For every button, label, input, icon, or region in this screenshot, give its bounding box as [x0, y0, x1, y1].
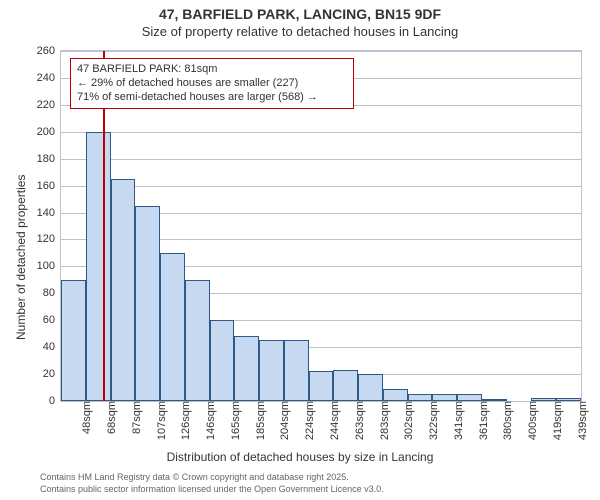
histogram-bar [210, 320, 235, 401]
x-tick-label: 380sqm [498, 401, 514, 440]
x-tick-label: 48sqm [77, 401, 93, 434]
histogram-bar [457, 394, 482, 401]
x-tick-label: 146sqm [201, 401, 217, 440]
y-tick-label: 180 [37, 153, 61, 165]
histogram-bar [160, 253, 185, 401]
histogram-bar [135, 206, 160, 401]
x-tick-label: 283sqm [375, 401, 391, 440]
grid-line [61, 159, 581, 160]
y-tick-label: 0 [49, 395, 61, 407]
annotation-box: 47 BARFIELD PARK: 81sqm← 29% of detached… [70, 58, 354, 109]
x-tick-label: 244sqm [325, 401, 341, 440]
x-tick-label: 361sqm [474, 401, 490, 440]
x-tick-label: 419sqm [548, 401, 564, 440]
histogram-bar [234, 336, 259, 401]
annotation-line: 47 BARFIELD PARK: 81sqm [77, 63, 347, 77]
y-tick-label: 260 [37, 45, 61, 57]
x-tick-label: 165sqm [226, 401, 242, 440]
y-tick-label: 160 [37, 180, 61, 192]
y-tick-label: 60 [43, 314, 61, 326]
x-tick-label: 126sqm [176, 401, 192, 440]
x-tick-label: 204sqm [275, 401, 291, 440]
chart-container: 47, BARFIELD PARK, LANCING, BN15 9DF Siz… [0, 0, 600, 500]
histogram-bar [185, 280, 210, 401]
x-tick-label: 185sqm [251, 401, 267, 440]
histogram-bar [86, 132, 111, 401]
y-tick-label: 240 [37, 72, 61, 84]
histogram-bar [408, 394, 433, 401]
x-tick-label: 224sqm [300, 401, 316, 440]
footer-line-2: Contains public sector information licen… [40, 484, 384, 494]
histogram-bar [284, 340, 309, 401]
annotation-line: 71% of semi-detached houses are larger (… [77, 91, 347, 105]
y-tick-label: 80 [43, 287, 61, 299]
x-tick-label: 107sqm [152, 401, 168, 440]
x-axis-label: Distribution of detached houses by size … [0, 450, 600, 464]
histogram-bar [259, 340, 284, 401]
histogram-bar [333, 370, 358, 401]
y-tick-label: 100 [37, 260, 61, 272]
y-tick-label: 40 [43, 341, 61, 353]
y-tick-label: 140 [37, 207, 61, 219]
x-tick-label: 341sqm [449, 401, 465, 440]
x-tick-label: 68sqm [102, 401, 118, 434]
histogram-bar [61, 280, 86, 401]
x-tick-label: 87sqm [127, 401, 143, 434]
y-tick-label: 220 [37, 99, 61, 111]
chart-subtitle: Size of property relative to detached ho… [0, 24, 600, 39]
histogram-bar [432, 394, 457, 401]
grid-line [61, 51, 581, 52]
y-tick-label: 200 [37, 126, 61, 138]
histogram-bar [309, 371, 334, 401]
histogram-bar [358, 374, 383, 401]
annotation-line: ← 29% of detached houses are smaller (22… [77, 77, 347, 91]
x-tick-label: 322sqm [424, 401, 440, 440]
y-tick-label: 120 [37, 233, 61, 245]
chart-title: 47, BARFIELD PARK, LANCING, BN15 9DF [0, 6, 600, 22]
x-tick-label: 263sqm [350, 401, 366, 440]
x-tick-label: 302sqm [399, 401, 415, 440]
histogram-bar [383, 389, 408, 401]
grid-line [61, 132, 581, 133]
y-tick-label: 20 [43, 368, 61, 380]
footer-line-1: Contains HM Land Registry data © Crown c… [40, 472, 349, 482]
y-axis-label: Number of detached properties [14, 175, 28, 340]
x-tick-label: 439sqm [573, 401, 589, 440]
histogram-bar [111, 179, 136, 401]
x-tick-label: 400sqm [523, 401, 539, 440]
grid-line [61, 186, 581, 187]
